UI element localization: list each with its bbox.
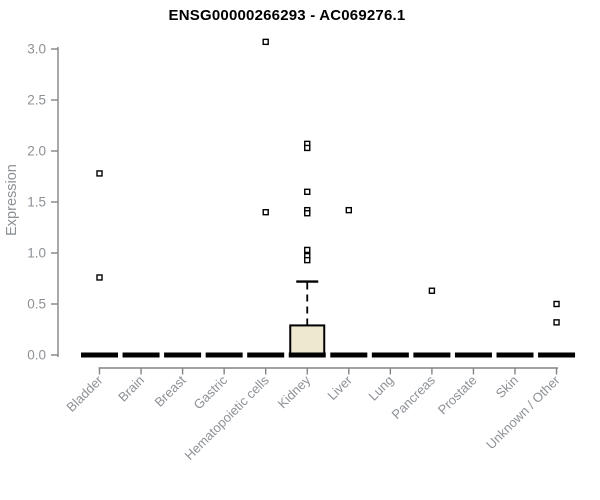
x-tick-label: Pancreas: [389, 372, 439, 422]
x-tick-label: Liver: [324, 372, 355, 403]
outlier-point: [304, 246, 311, 254]
outlier-point: [553, 319, 560, 326]
y-axis-title: Expression: [4, 164, 20, 236]
x-tick-label: Kidney: [275, 372, 314, 411]
median-bar: [247, 352, 285, 358]
y-tick-label: 0.5: [27, 297, 46, 312]
outlier-point: [96, 274, 103, 281]
median-bar: [330, 352, 368, 358]
y-tick-label: 2.0: [27, 144, 46, 159]
y-tick-label: 3.0: [27, 42, 46, 57]
outlier-point: [304, 144, 311, 152]
chart-title: ENSG00000266293 - AC069276.1: [168, 7, 406, 24]
y-tick-label: 1.0: [27, 246, 46, 261]
outlier-point: [304, 210, 311, 217]
outlier-point: [96, 170, 103, 177]
y-tick-label: 0.0: [27, 348, 46, 363]
x-tick-label: Gastric: [191, 372, 231, 412]
y-tick-label: 2.5: [27, 93, 46, 108]
median-bar: [122, 352, 160, 358]
outlier-point: [262, 208, 269, 216]
median-bar: [288, 352, 326, 358]
median-bar: [496, 352, 534, 358]
median-bar: [164, 352, 202, 358]
box: [289, 324, 326, 357]
x-tick-label: Bladder: [63, 372, 106, 415]
median-bar: [371, 352, 409, 358]
outlier-point: [262, 38, 269, 46]
outlier-point: [304, 188, 311, 196]
x-tick-label: Skin: [493, 373, 521, 401]
x-tick-label: Unknown / Other: [483, 372, 563, 452]
median-bar: [538, 352, 576, 358]
outlier-point: [553, 300, 560, 308]
median-bar: [454, 352, 492, 358]
median-bar: [205, 352, 243, 358]
x-tick-label: Prostate: [435, 373, 480, 418]
outlier-point: [345, 206, 352, 214]
x-tick-label: Breast: [152, 372, 189, 409]
x-tick-label: Brain: [115, 373, 147, 405]
x-tick-label: Lung: [365, 373, 396, 404]
outlier-point: [304, 256, 311, 264]
median-bar: [81, 352, 118, 358]
y-tick-label: 1.5: [27, 195, 46, 210]
outlier-point: [428, 287, 436, 294]
median-bar: [413, 352, 451, 358]
